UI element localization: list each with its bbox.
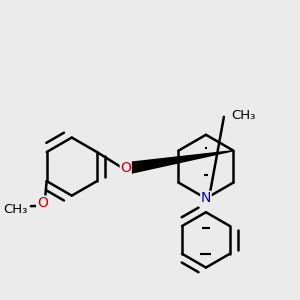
- Text: N: N: [201, 191, 211, 206]
- Polygon shape: [128, 151, 233, 173]
- Text: CH₃: CH₃: [231, 109, 255, 122]
- Text: CH₃: CH₃: [3, 203, 28, 216]
- Text: O: O: [37, 196, 48, 210]
- Text: O: O: [120, 161, 131, 175]
